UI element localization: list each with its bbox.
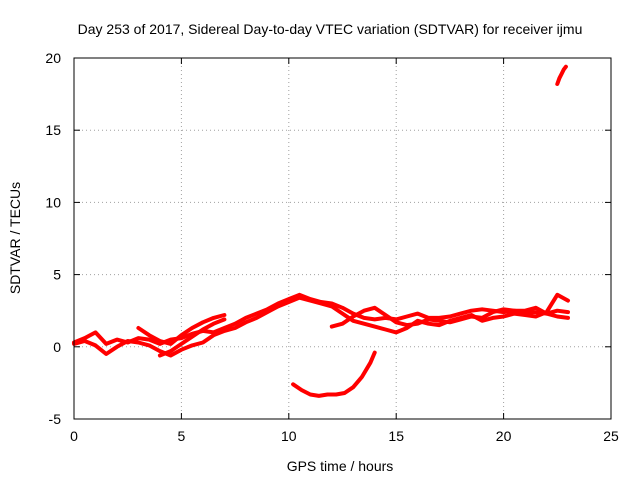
x-tick-label: 5 [178,428,186,444]
series-arc-6 [291,350,377,398]
series-arc-7 [555,64,568,86]
series-arc-5 [329,305,570,329]
y-tick-label: -5 [49,411,62,427]
x-tick-label: 25 [603,428,619,444]
series-arc-3 [136,313,227,346]
y-tick-label: 0 [53,339,61,355]
y-tick-label: 10 [45,194,61,210]
plot-frame [73,57,612,420]
x-tick-label: 20 [496,428,512,444]
series-arc-4 [157,317,227,358]
x-tick-label: 0 [70,428,78,444]
y-axis-label: SDTVAR / TECUs [7,182,23,294]
y-tick-label: 20 [45,50,61,66]
axes: 0 5 10 15 20 25 -5 0 5 10 15 20 [45,50,619,444]
series-arc-2 [72,292,570,358]
x-tick-label: 15 [388,428,404,444]
y-tick-label: 15 [45,122,61,138]
grid-lines [74,58,611,419]
y-tick-label: 5 [53,267,61,283]
data-series [72,64,570,398]
x-tick-label: 10 [281,428,297,444]
x-axis-label: GPS time / hours [287,458,394,474]
chart-title: Day 253 of 2017, Sidereal Day-to-day VTE… [78,21,583,37]
